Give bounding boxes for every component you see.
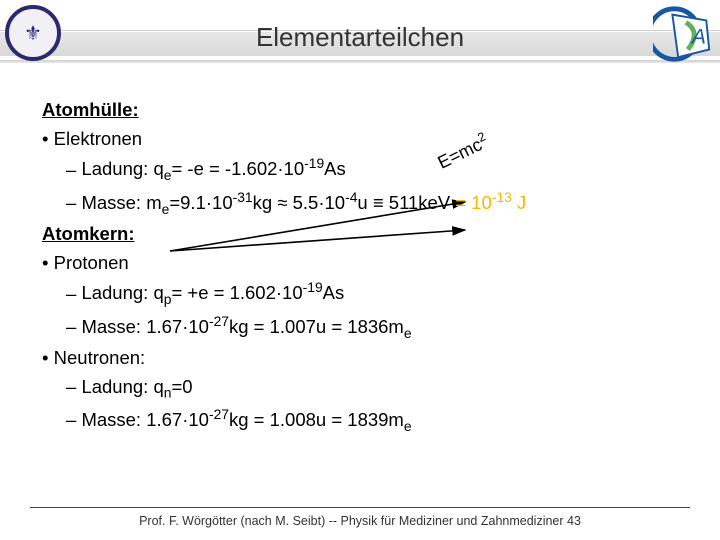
neutron-masse: Masse: 1.67·10-27kg = 1.008u = 1839me: [66, 404, 692, 437]
elektron-ladung: Ladung: qe= -e = -1.602·10-19As: [66, 153, 692, 186]
proton-ladung: Ladung: qp= +e = 1.602·10-19As: [66, 277, 692, 310]
proton-masse: Masse: 1.67·10-27kg = 1.007u = 1836me: [66, 311, 692, 344]
svg-text:A: A: [690, 25, 706, 49]
neutron-ladung: Ladung: qn=0: [66, 373, 692, 404]
heading-atomkern: Atomkern:: [42, 220, 692, 249]
institute-logo-icon: A: [653, 3, 715, 65]
university-seal-icon: ⚜: [5, 5, 61, 61]
header-rule-bottom: [0, 60, 720, 63]
footer-rule: [30, 507, 690, 508]
bullet-elektronen: Elektronen: [42, 125, 692, 154]
footer-text: Prof. F. Wörgötter (nach M. Seibt) -- Ph…: [0, 514, 720, 528]
bullet-protonen: Protonen: [42, 249, 692, 278]
bullet-neutronen: Neutronen:: [42, 344, 692, 373]
elektron-masse: Masse: me=9.1·10-31kg ≈ 5.5·10-4u ≡ 511k…: [66, 187, 692, 220]
heading-atomhulle: Atomhülle:: [42, 96, 692, 125]
slide-body: Atomhülle: Elektronen Ladung: qe= -e = -…: [42, 96, 692, 437]
slide-title: Elementarteilchen: [0, 22, 720, 53]
slide-header: Elementarteilchen ⚜ A: [0, 0, 720, 72]
